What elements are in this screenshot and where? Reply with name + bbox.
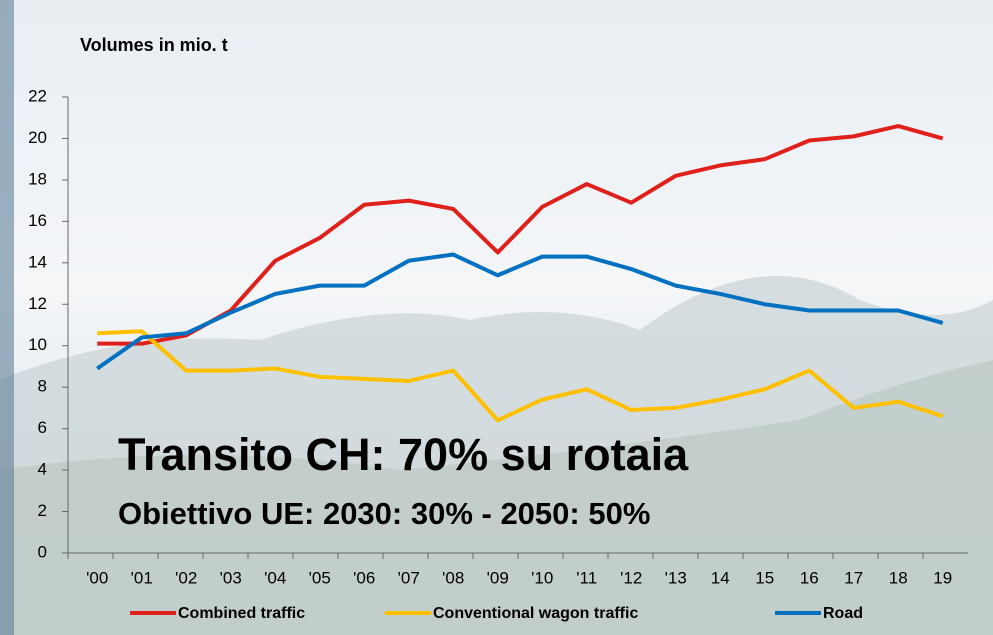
y-tick-label: 20	[28, 128, 47, 147]
y-tick-label: 8	[38, 377, 47, 396]
slide: Volumes in mio. t Transito CH: 70% su ro…	[0, 0, 993, 635]
y-tick-label: 2	[38, 501, 47, 520]
x-tick-label: '08	[442, 568, 464, 587]
x-tick-label: 15	[755, 568, 774, 587]
y-tick-label: 6	[38, 418, 47, 437]
y-tick-label: 0	[38, 542, 47, 561]
edge	[0, 0, 14, 635]
legend-label: Road	[823, 605, 863, 622]
legend-label: Combined traffic	[178, 605, 305, 622]
x-tick-label: 14	[711, 568, 730, 587]
x-tick-label: '11	[576, 568, 597, 587]
x-tick-label: '03	[220, 568, 242, 587]
y-tick-label: 10	[28, 335, 47, 354]
y-tick-label: 12	[28, 294, 47, 313]
x-tick-label: '10	[531, 568, 553, 587]
y-tick-label: 4	[38, 460, 47, 479]
y-tick-label: 14	[28, 252, 47, 271]
x-tick-label: 16	[800, 568, 819, 587]
x-tick-label: 18	[889, 568, 908, 587]
x-tick-label: '02	[175, 568, 197, 587]
x-tick-label: '06	[353, 568, 375, 587]
x-tick-label: '00	[86, 568, 108, 587]
x-tick-label: '12	[620, 568, 642, 587]
y-tick-label: 16	[28, 211, 47, 230]
x-tick-label: '09	[487, 568, 509, 587]
x-tick-label: '01	[131, 568, 153, 587]
chart: Volumes in mio. t Transito CH: 70% su ro…	[0, 0, 993, 635]
x-tick-label: '13	[665, 568, 687, 587]
x-tick-label: 17	[844, 568, 863, 587]
x-tick-label: 19	[933, 568, 952, 587]
x-tick-label: '05	[309, 568, 331, 587]
y-axis-title: Volumes in mio. t	[80, 35, 228, 55]
y-tick-label: 22	[28, 86, 47, 105]
x-tick-label: '07	[398, 568, 420, 587]
legend-label: Conventional wagon traffic	[433, 605, 638, 622]
x-tick-label: '04	[264, 568, 286, 587]
annotation: Obiettivo UE: 2030: 30% - 2050: 50%	[118, 496, 650, 531]
y-tick-label: 18	[28, 169, 47, 188]
annotation: Transito CH: 70% su rotaia	[118, 429, 689, 480]
